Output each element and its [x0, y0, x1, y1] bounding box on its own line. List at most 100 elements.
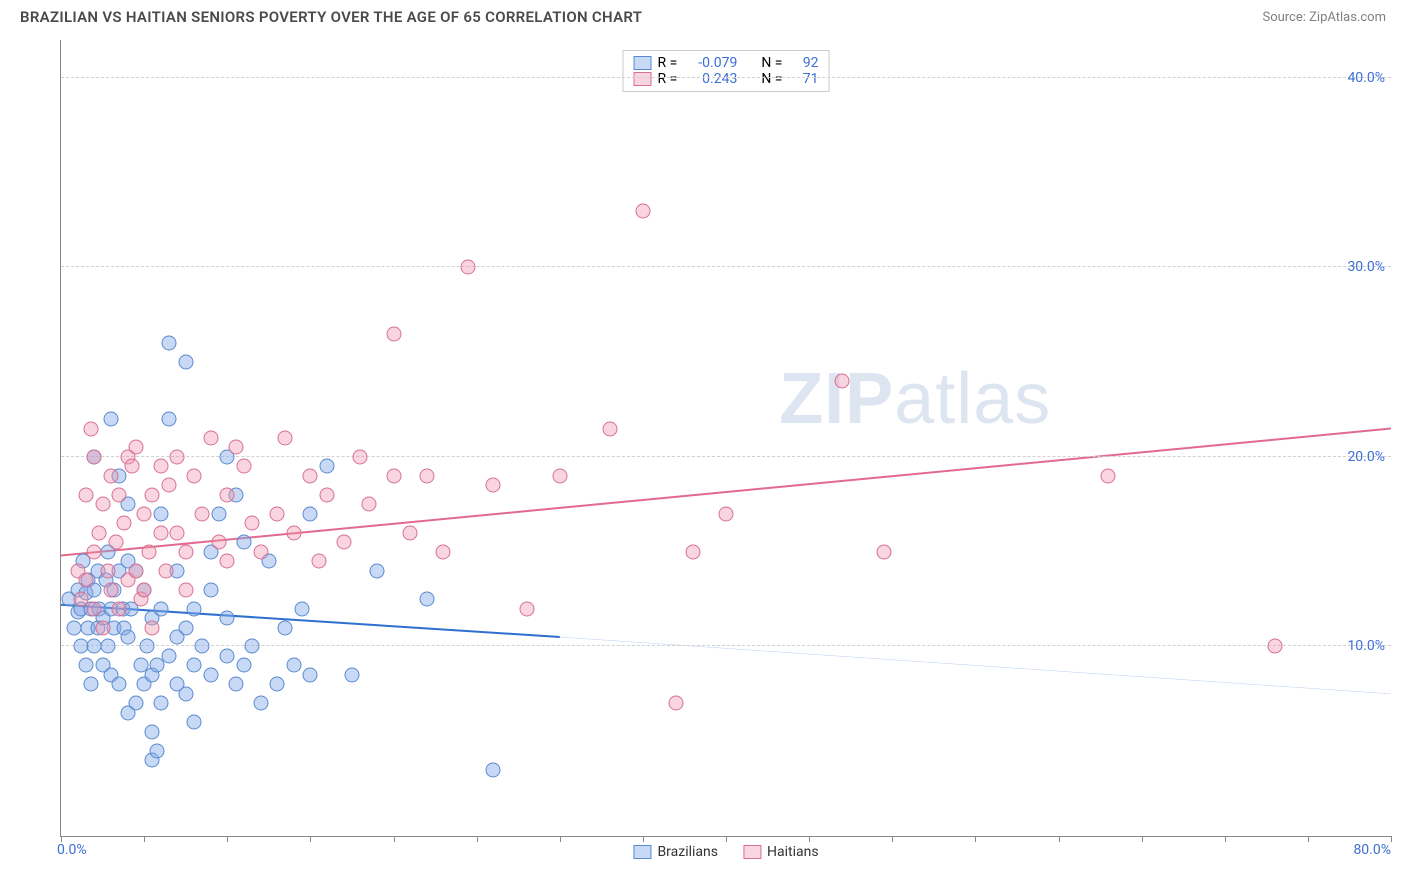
- data-point-haitians: [142, 544, 157, 559]
- data-point-haitians: [145, 620, 160, 635]
- data-point-haitians: [220, 554, 235, 569]
- data-point-haitians: [211, 535, 226, 550]
- swatch-brazilians: [634, 56, 652, 70]
- trendlines-layer: [61, 40, 1391, 836]
- data-point-haitians: [112, 487, 127, 502]
- data-point-haitians: [153, 525, 168, 540]
- data-point-haitians: [253, 544, 268, 559]
- data-point-haitians: [103, 582, 118, 597]
- data-point-brazilians: [203, 667, 218, 682]
- x-tick: [809, 836, 810, 842]
- data-point-haitians: [669, 696, 684, 711]
- data-point-brazilians: [236, 658, 251, 673]
- x-tick: [227, 836, 228, 842]
- source-attribution: Source: ZipAtlas.com: [1262, 10, 1386, 25]
- data-point-brazilians: [253, 696, 268, 711]
- data-point-brazilians: [187, 715, 202, 730]
- x-tick: [1308, 836, 1309, 842]
- data-point-haitians: [835, 374, 850, 389]
- y-tick-label: 30.0%: [1347, 259, 1385, 275]
- data-point-brazilians: [103, 412, 118, 427]
- x-tick: [975, 836, 976, 842]
- x-tick: [1059, 836, 1060, 842]
- data-point-brazilians: [303, 667, 318, 682]
- data-point-haitians: [336, 535, 351, 550]
- data-point-haitians: [87, 449, 102, 464]
- x-tick: [643, 836, 644, 842]
- correlation-legend: R = -0.079 N = 92 R = 0.243 N = 71: [623, 50, 830, 92]
- x-tick: [394, 836, 395, 842]
- legend-row-haitians: R = 0.243 N = 71: [634, 71, 819, 87]
- swatch-brazilians-icon: [633, 845, 651, 859]
- data-point-haitians: [178, 544, 193, 559]
- data-point-haitians: [236, 459, 251, 474]
- swatch-haitians: [634, 72, 652, 86]
- data-point-brazilians: [112, 677, 127, 692]
- data-point-haitians: [353, 449, 368, 464]
- data-point-haitians: [876, 544, 891, 559]
- data-point-brazilians: [83, 677, 98, 692]
- data-point-haitians: [117, 516, 132, 531]
- data-point-brazilians: [187, 658, 202, 673]
- data-point-brazilians: [100, 639, 115, 654]
- data-point-haitians: [137, 506, 152, 521]
- data-point-haitians: [112, 601, 127, 616]
- data-point-haitians: [187, 468, 202, 483]
- data-point-haitians: [278, 431, 293, 446]
- data-point-haitians: [83, 421, 98, 436]
- x-tick: [1391, 836, 1392, 842]
- data-point-haitians: [461, 260, 476, 275]
- data-point-haitians: [311, 554, 326, 569]
- data-point-haitians: [128, 563, 143, 578]
- data-point-haitians: [602, 421, 617, 436]
- gridline: [61, 77, 1391, 78]
- legend-row-brazilians: R = -0.079 N = 92: [634, 55, 819, 71]
- data-point-haitians: [170, 525, 185, 540]
- data-point-haitians: [100, 563, 115, 578]
- data-point-brazilians: [162, 412, 177, 427]
- x-tick: [477, 836, 478, 842]
- data-point-haitians: [178, 582, 193, 597]
- data-point-haitians: [220, 487, 235, 502]
- series-legend: Brazilians Haitians: [633, 844, 818, 860]
- swatch-haitians-icon: [743, 845, 761, 859]
- data-point-haitians: [270, 506, 285, 521]
- data-point-haitians: [87, 544, 102, 559]
- x-tick: [144, 836, 145, 842]
- data-point-brazilians: [178, 355, 193, 370]
- data-point-brazilians: [162, 648, 177, 663]
- data-point-haitians: [320, 487, 335, 502]
- data-point-brazilians: [278, 620, 293, 635]
- data-point-haitians: [286, 525, 301, 540]
- data-point-haitians: [719, 506, 734, 521]
- data-point-brazilians: [486, 762, 501, 777]
- data-point-haitians: [137, 582, 152, 597]
- legend-item-haitians: Haitians: [743, 844, 819, 860]
- chart-area: Seniors Poverty Over the Age of 65 ZIPat…: [35, 40, 1391, 862]
- data-point-brazilians: [120, 630, 135, 645]
- data-point-haitians: [228, 440, 243, 455]
- data-point-brazilians: [145, 724, 160, 739]
- data-point-brazilians: [162, 336, 177, 351]
- x-tick-label-min: 0.0%: [57, 842, 87, 858]
- data-point-haitians: [386, 468, 401, 483]
- data-point-haitians: [519, 601, 534, 616]
- data-point-brazilians: [419, 592, 434, 607]
- data-point-brazilians: [320, 459, 335, 474]
- data-point-brazilians: [153, 506, 168, 521]
- data-point-haitians: [78, 573, 93, 588]
- data-point-brazilians: [270, 677, 285, 692]
- legend-item-brazilians: Brazilians: [633, 844, 718, 860]
- data-point-haitians: [108, 535, 123, 550]
- x-tick: [560, 836, 561, 842]
- data-point-haitians: [361, 497, 376, 512]
- data-point-haitians: [203, 431, 218, 446]
- data-point-haitians: [685, 544, 700, 559]
- data-point-haitians: [95, 620, 110, 635]
- data-point-brazilians: [178, 686, 193, 701]
- x-tick-label-max: 80.0%: [1353, 842, 1391, 858]
- data-point-haitians: [87, 601, 102, 616]
- x-tick: [1142, 836, 1143, 842]
- data-point-brazilians: [303, 506, 318, 521]
- data-point-haitians: [125, 459, 140, 474]
